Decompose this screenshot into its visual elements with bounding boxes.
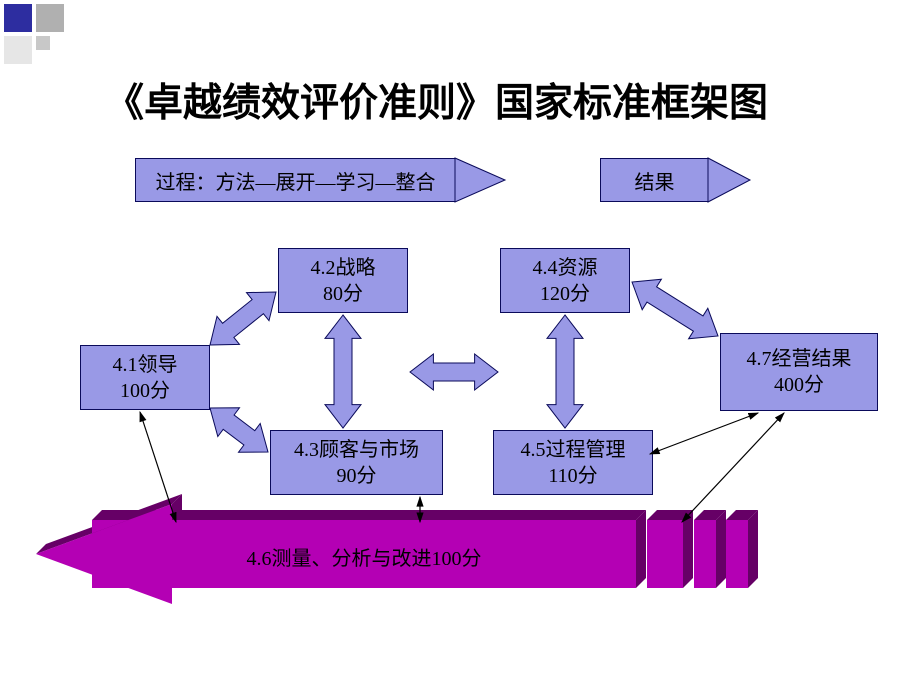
big-arrow-label: 4.6测量、分析与改进100分: [92, 542, 636, 571]
deco-sq-4: [36, 36, 50, 50]
result-banner: 结果: [600, 158, 750, 202]
process-banner-body: 过程：方法—展开—学习—整合: [135, 158, 455, 202]
box-4-7-score: 400分: [774, 372, 824, 398]
process-banner-label: 过程：方法—展开—学习—整合: [156, 166, 436, 195]
page-title: 《卓越绩效评价准则》国家标准框架图: [105, 72, 768, 128]
box-4-1-score: 100分: [120, 378, 170, 404]
box-4-1-title: 4.1领导: [113, 352, 178, 378]
box-4-4-resources: 4.4资源 120分: [500, 248, 630, 313]
box-4-5-score: 110分: [548, 463, 597, 489]
box-4-3-customer: 4.3顾客与市场 90分: [270, 430, 443, 495]
box-4-2-score: 80分: [323, 281, 363, 307]
deco-sq-3: [4, 36, 32, 64]
box-4-7-title: 4.7经营结果: [747, 346, 852, 372]
process-banner: 过程：方法—展开—学习—整合: [135, 158, 505, 202]
box-4-4-title: 4.4资源: [533, 255, 598, 281]
box-4-2-title: 4.2战略: [311, 255, 376, 281]
box-4-5-title: 4.5过程管理: [521, 437, 626, 463]
result-banner-body: 结果: [600, 158, 708, 202]
box-4-3-title: 4.3顾客与市场: [294, 437, 419, 463]
deco-sq-2: [36, 4, 64, 32]
box-4-3-score: 90分: [337, 463, 377, 489]
deco-sq-1: [4, 4, 32, 32]
box-4-2-strategy: 4.2战略 80分: [278, 248, 408, 313]
box-4-5-process: 4.5过程管理 110分: [493, 430, 653, 495]
box-4-4-score: 120分: [540, 281, 590, 307]
result-banner-label: 结果: [635, 166, 675, 195]
box-4-1-leadership: 4.1领导 100分: [80, 345, 210, 410]
box-4-7-results: 4.7经营结果 400分: [720, 333, 878, 411]
